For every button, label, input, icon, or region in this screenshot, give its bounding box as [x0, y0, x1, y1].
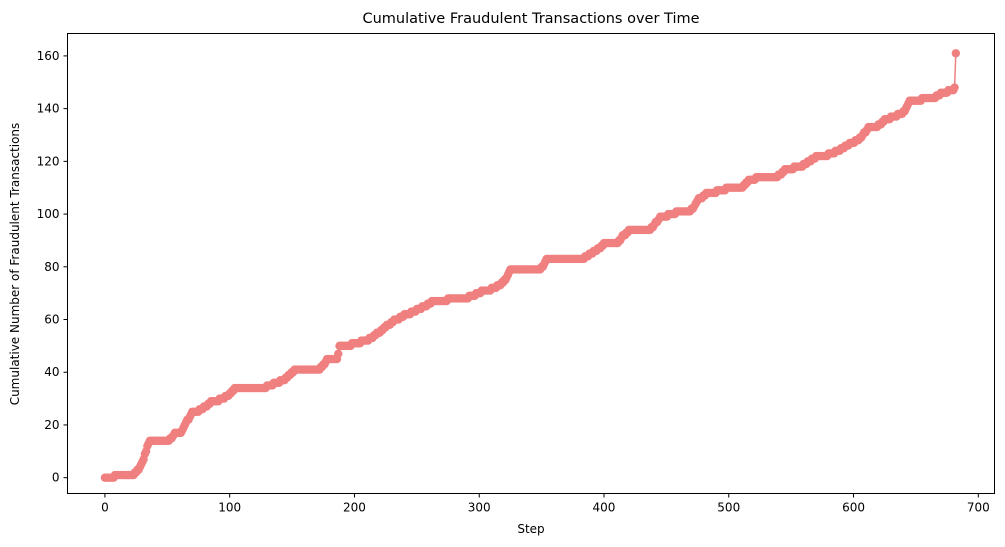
x-tick-label: 0	[101, 501, 109, 515]
x-tick-label: 100	[218, 501, 241, 515]
y-tick-label: 160	[37, 49, 60, 63]
series-group	[100, 49, 961, 482]
y-tick-label: 140	[37, 102, 60, 116]
y-tick-label: 120	[37, 154, 60, 168]
x-tick-label: 700	[967, 501, 990, 515]
x-axis-title: Step	[517, 522, 544, 536]
y-tick-label: 0	[52, 471, 60, 485]
x-tick-label: 500	[717, 501, 740, 515]
x-tick-label: 200	[343, 501, 366, 515]
y-axis-ticks: 0 20 40 60 80 100 120 140 160	[37, 49, 68, 485]
data-point	[334, 349, 343, 358]
x-tick-label: 300	[468, 501, 491, 515]
data-point	[951, 49, 961, 58]
y-tick-label: 20	[44, 418, 59, 432]
y-tick-label: 80	[44, 260, 59, 274]
y-axis-title: Cumulative Number of Fraudulent Transact…	[8, 123, 22, 406]
x-tick-label: 600	[842, 501, 865, 515]
chart-title: Cumulative Fraudulent Transactions over …	[362, 11, 699, 27]
y-tick-label: 100	[37, 207, 60, 221]
x-axis-ticks: 0 100 200 300 400 500 600 700	[101, 493, 990, 515]
plot-area: 0 100 200 300 400 500 600 700 0 20 40 60 80 100 120 14…	[37, 33, 995, 515]
axes-frame	[67, 33, 995, 494]
x-tick-label: 400	[593, 501, 616, 515]
y-tick-label: 60	[44, 313, 59, 327]
y-tick-label: 40	[44, 365, 59, 379]
data-point	[950, 83, 959, 92]
